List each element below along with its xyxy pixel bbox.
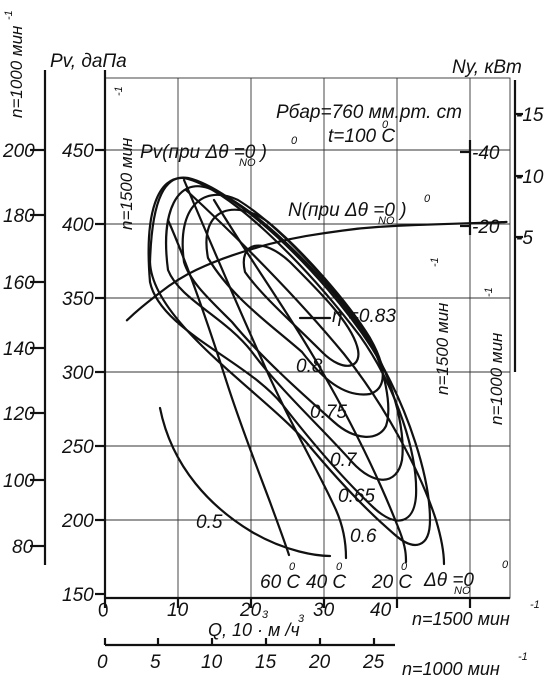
x1500-tick: 0 xyxy=(96,599,111,622)
eta-label: 0.7 xyxy=(330,450,358,471)
right-inner-tick: -20 xyxy=(472,217,500,238)
x-axis-1500-speed-label: n=1500 мин xyxy=(412,609,510,629)
x-axis-title: Q, 10 · м /ч xyxy=(208,620,300,640)
superscript: 0 xyxy=(382,119,389,131)
left-outer-axis-title: n=1000 мин xyxy=(7,25,26,118)
temp-curve-60C xyxy=(166,218,291,557)
x-axis-1000-labels: 0 5 10 15 20 25 n=1000 мин -1 xyxy=(97,651,528,679)
superscript: -1 xyxy=(530,599,540,611)
superscript: 0 xyxy=(336,561,343,573)
right-outer-tick: -10 xyxy=(516,167,544,188)
left-inner-tick: 350 xyxy=(62,289,94,310)
left-outer-axis-labels: 200 180 160 140 120 100 80 xyxy=(2,141,35,558)
temp-label-dtheta0: Δθ =0 xyxy=(423,570,474,591)
axes xyxy=(30,70,523,647)
superscript: 3 xyxy=(262,609,269,621)
right-inner-axis-title-group: n=1500 мин -1 xyxy=(429,257,452,395)
inner-speed-title-group: n=1500 мин -1 xyxy=(113,86,136,230)
eta-label: 0.8 xyxy=(296,356,323,377)
right-inner-axis-title: n=1500 мин xyxy=(433,302,452,395)
temp-curve-20C xyxy=(212,198,408,564)
left-outer-tick: 120 xyxy=(3,404,35,425)
subscript-no: NO xyxy=(239,157,256,169)
left-outer-tick: 160 xyxy=(3,273,35,294)
x-axis-1000-speed-label: n=1000 мин xyxy=(402,659,500,679)
left-inner-tick: 250 xyxy=(61,437,94,458)
left-inner-axis-labels: 450 400 350 300 250 200 150 xyxy=(61,141,94,606)
left-outer-tick: 100 xyxy=(3,471,35,492)
temperature-curves xyxy=(166,178,446,566)
right-outer-speed-title-group: n=1000 мин -1 xyxy=(483,287,506,425)
inner-speed-label: n=1500 мин xyxy=(117,137,136,230)
pv-curve-label: Pv(при Δθ =0 ) xyxy=(140,142,267,163)
subscript-no: NO xyxy=(454,585,471,597)
left-outer-axis-title-group: n=1000 мин -1 xyxy=(3,10,26,118)
eta-label: 0.65 xyxy=(338,486,375,507)
superscript: 0 xyxy=(502,559,509,571)
left-inner-tick: 300 xyxy=(62,363,94,384)
superscript: 3 xyxy=(298,613,305,625)
temp-annotation: t=100 C xyxy=(328,126,395,147)
right-inner-tick: -40 xyxy=(472,143,500,164)
superscript: -1 xyxy=(483,287,495,297)
n-curve-label: N(при Δθ =0 ) xyxy=(288,200,407,221)
efficiency-contours xyxy=(147,176,432,558)
right-outer-speed-label: n=1000 мин xyxy=(487,332,506,425)
eta-label: 0.5 xyxy=(196,512,223,533)
x-axis-1500-labels: 0 10 20 30 40 50 n=1500 мин -1 xyxy=(96,599,540,629)
x1000-tick: 0 xyxy=(97,652,108,673)
right-outer-axis-title: Ny, кВт xyxy=(452,57,522,78)
temp-label-60: 60 C xyxy=(260,572,300,593)
temp-curve-40C xyxy=(182,178,348,560)
superscript: 0 xyxy=(424,193,431,205)
x1000-tick: 15 xyxy=(255,652,277,673)
left-inner-tick: 400 xyxy=(62,215,94,236)
eta-contour-0.5 xyxy=(158,406,332,558)
x1000-tick: 20 xyxy=(308,652,331,673)
x1000-tick: 5 xyxy=(150,652,161,673)
x1000-tick: 25 xyxy=(362,652,385,673)
eta-083-label: η =0.83 xyxy=(332,306,396,327)
eta-label: 0.6 xyxy=(350,526,377,547)
left-outer-tick: 180 xyxy=(3,206,35,227)
subscript-no: NO xyxy=(378,215,395,227)
left-outer-tick: 140 xyxy=(3,339,35,360)
left-outer-tick: 200 xyxy=(2,141,35,162)
x1500-tick: 10 xyxy=(167,600,189,621)
right-outer-tick: -5 xyxy=(516,228,533,249)
superscript: 0 xyxy=(289,561,296,573)
x1500-tick: 20 xyxy=(239,600,262,621)
temp-label-20: 20 C xyxy=(371,572,412,593)
x1500-tick: 40 xyxy=(370,600,392,621)
superscript: -1 xyxy=(3,10,15,20)
eta-contour-0.6 xyxy=(148,176,432,546)
pbar-annotation: Pбар=760 мм.рт. ст xyxy=(276,102,462,123)
superscript: 0 xyxy=(401,561,408,573)
left-inner-tick: 150 xyxy=(62,585,94,606)
eta-contour-0.75 xyxy=(181,193,390,438)
left-inner-tick: 450 xyxy=(62,141,94,162)
left-inner-axis-title: Pv, даПа xyxy=(50,51,127,72)
superscript: -1 xyxy=(518,651,528,663)
x1000-tick: 10 xyxy=(201,652,223,673)
superscript: 0 xyxy=(291,135,298,147)
x1500-tick: 30 xyxy=(313,600,335,621)
superscript: -1 xyxy=(113,86,125,96)
superscript: -1 xyxy=(429,257,441,267)
eta-label: 0.75 xyxy=(310,402,347,423)
right-outer-tick: -15 xyxy=(516,105,544,126)
left-outer-tick: 80 xyxy=(12,537,34,558)
temp-curve-dtheta0 xyxy=(184,188,446,566)
temp-label-40: 40 C xyxy=(306,572,346,593)
left-inner-tick: 200 xyxy=(61,511,94,532)
